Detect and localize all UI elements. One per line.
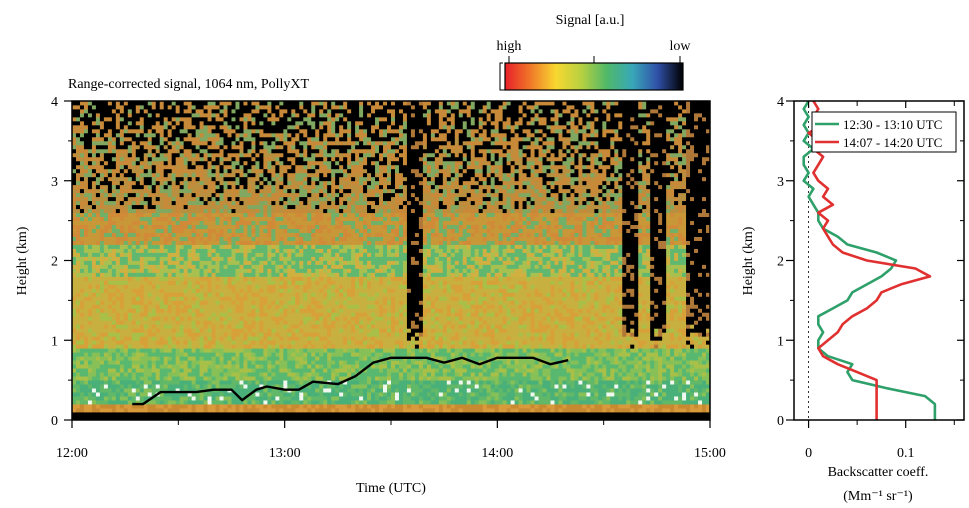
heatmap-x-axis: 12:00 13:00 14:00 15:00: [56, 420, 726, 461]
colorbar: [504, 62, 684, 91]
x-tick-label: 14:00: [481, 446, 513, 461]
profile-line-1: [802, 101, 937, 420]
profile-x-label: Backscatter coeff.: [828, 465, 929, 480]
x-tick-label: 0: [805, 446, 812, 461]
profile-y-axis: 0 1 2 3 4: [777, 95, 964, 429]
y-tick-label: 2: [51, 255, 58, 270]
heatmap-x-label: Time (UTC): [356, 481, 426, 496]
colorbar-low-label: low: [670, 39, 692, 54]
y-tick-label: 3: [777, 175, 784, 190]
x-tick-label: 0.1: [897, 446, 915, 461]
x-tick-label: 13:00: [269, 446, 301, 461]
profile-y-label: Height (km): [741, 226, 756, 295]
boundary-layer-top: [132, 356, 569, 406]
colorbar-title: Signal [a.u.]: [556, 13, 625, 28]
y-tick-label: 4: [777, 95, 784, 110]
colorbar-ticks: [508, 56, 681, 63]
profile-legend: 12:30 - 13:10 UTC 14:07 - 14:20 UTC: [811, 111, 957, 153]
heatmap-y-label: Height (km): [15, 226, 30, 295]
x-tick-label: 12:00: [56, 446, 88, 461]
legend-label: 14:07 - 14:20 UTC: [843, 135, 942, 150]
heatmap-y-axis: 0 1 2 3 4: [51, 95, 72, 429]
x-tick-label: 15:00: [694, 446, 726, 461]
colorbar-high-label: high: [497, 39, 522, 54]
heatmap-title: Range-corrected signal, 1064 nm, PollyXT: [68, 77, 310, 92]
legend-label: 12:30 - 13:10 UTC: [843, 117, 942, 132]
heatmap-cells: [72, 101, 710, 420]
profile-x-axis: 0 0.1: [805, 101, 955, 461]
profile-line-2: [807, 101, 932, 420]
y-tick-label: 1: [777, 334, 784, 349]
y-tick-label: 3: [51, 175, 58, 190]
y-tick-label: 0: [51, 414, 58, 429]
y-tick-label: 2: [777, 255, 784, 270]
y-tick-label: 1: [51, 334, 58, 349]
boundary-layer-line: [132, 356, 569, 406]
profile-series: [802, 101, 937, 420]
profile-x-unit: (Mm⁻¹ sr⁻¹): [843, 489, 913, 504]
y-tick-label: 4: [51, 95, 58, 110]
y-tick-label: 0: [777, 414, 784, 429]
colorbar-bracket: [499, 62, 505, 91]
